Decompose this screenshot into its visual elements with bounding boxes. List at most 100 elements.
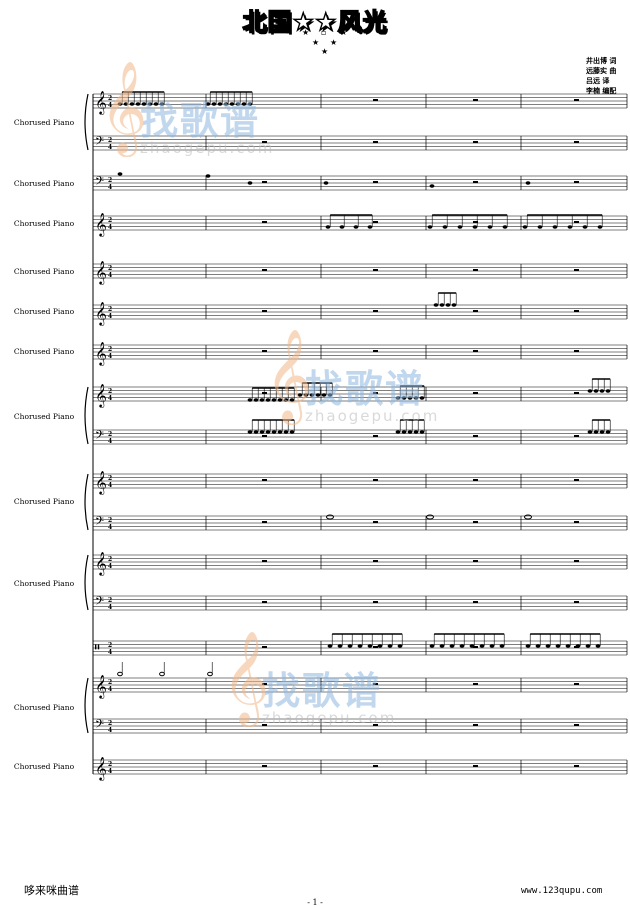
note-head — [429, 184, 435, 188]
whole-rest — [574, 350, 579, 352]
time-signature: 2 — [108, 217, 112, 224]
note-head — [582, 225, 588, 229]
note-head — [367, 225, 373, 229]
note-head — [457, 225, 463, 229]
whole-rest — [473, 350, 478, 352]
clef-icon: 𝄞 — [95, 90, 107, 115]
note-head — [599, 430, 605, 434]
note-head — [449, 644, 455, 648]
clef-icon: 𝄞 — [95, 301, 107, 326]
note-head — [401, 396, 407, 400]
note-head — [499, 644, 505, 648]
note-head — [277, 398, 283, 402]
note-head — [445, 303, 451, 307]
note-head — [327, 644, 333, 648]
time-signature: 4 — [108, 438, 112, 445]
note-head — [327, 393, 333, 397]
whole-rest — [574, 221, 579, 223]
whole-rest — [473, 601, 478, 603]
whole-rest — [473, 181, 478, 183]
note-head — [205, 102, 211, 106]
time-signature: 2 — [108, 177, 112, 184]
whole-rest — [574, 310, 579, 312]
clef-icon: 𝄞 — [95, 756, 107, 781]
time-signature: 4 — [108, 768, 112, 775]
note-head — [442, 225, 448, 229]
instrument-label: Chorused Piano — [13, 762, 75, 771]
instrument-label: Chorused Piano — [13, 497, 75, 506]
note-head — [123, 102, 129, 106]
note-head — [325, 225, 331, 229]
note-head — [129, 102, 135, 106]
whole-rest — [373, 141, 378, 143]
note-head — [525, 181, 531, 185]
time-signature: 4 — [108, 482, 112, 489]
note-head — [211, 102, 217, 106]
time-signature: 4 — [108, 649, 112, 656]
note-head — [587, 430, 593, 434]
note-head — [522, 225, 528, 229]
note-head — [595, 644, 601, 648]
clef-icon: 𝄥 — [95, 640, 100, 656]
whole-rest — [574, 392, 579, 394]
whole-rest — [574, 479, 579, 481]
note-head — [259, 430, 265, 434]
whole-rest — [373, 601, 378, 603]
note-head — [585, 644, 591, 648]
brace-icon — [84, 473, 89, 531]
note-head — [479, 644, 485, 648]
time-signature: 4 — [108, 184, 112, 191]
note-head — [469, 644, 475, 648]
time-signature: 4 — [108, 224, 112, 231]
clef-icon: 𝄢 — [95, 175, 104, 191]
clef-icon: 𝄞 — [95, 383, 107, 408]
clef-icon: 𝄢 — [95, 595, 104, 611]
whole-rest — [473, 392, 478, 394]
whole-rest — [373, 521, 378, 523]
whole-rest — [373, 269, 378, 271]
note-head — [545, 644, 551, 648]
note-head — [347, 644, 353, 648]
whole-note — [326, 514, 334, 520]
time-signature: 4 — [108, 144, 112, 151]
note-head — [387, 644, 393, 648]
whole-rest — [473, 646, 478, 648]
whole-note — [524, 514, 532, 520]
note-head — [567, 225, 573, 229]
note-head — [337, 644, 343, 648]
note-head — [247, 398, 253, 402]
note-head — [413, 430, 419, 434]
whole-rest — [373, 99, 378, 101]
note-head — [472, 225, 478, 229]
whole-rest — [262, 765, 267, 767]
whole-rest — [373, 683, 378, 685]
time-signature: 2 — [108, 95, 112, 102]
clef-icon: 𝄢 — [95, 515, 104, 531]
note-head — [537, 225, 543, 229]
note-head — [429, 644, 435, 648]
whole-rest — [373, 392, 378, 394]
instrument-label: Chorused Piano — [13, 703, 75, 712]
note-head — [321, 393, 327, 397]
whole-rest — [473, 310, 478, 312]
note-head — [413, 396, 419, 400]
whole-rest — [373, 479, 378, 481]
note-head — [247, 181, 253, 185]
whole-rest — [373, 310, 378, 312]
time-signature: 4 — [108, 313, 112, 320]
whole-rest — [262, 646, 267, 648]
whole-rest — [262, 724, 267, 726]
note-head — [253, 430, 259, 434]
note-head — [599, 389, 605, 393]
note-head — [309, 393, 315, 397]
whole-rest — [574, 765, 579, 767]
note-head — [265, 430, 271, 434]
whole-rest — [373, 221, 378, 223]
whole-rest — [574, 99, 579, 101]
note-head — [395, 396, 401, 400]
watermark: 𝄞 找歌谱 zhaogepu.com — [222, 630, 397, 727]
note-head — [339, 225, 345, 229]
whole-rest — [473, 479, 478, 481]
whole-rest — [473, 221, 478, 223]
